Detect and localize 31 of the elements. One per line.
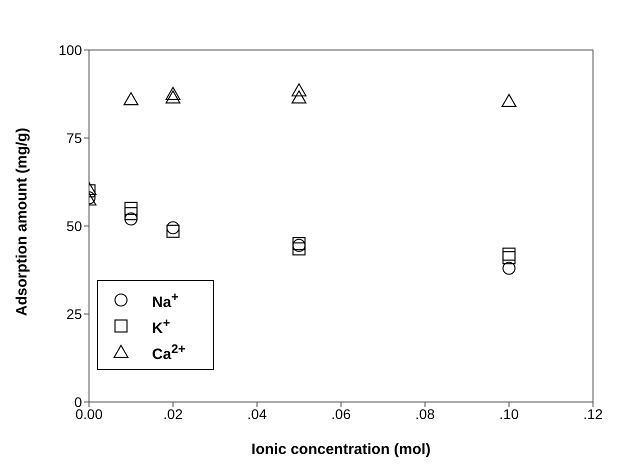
y-tick-label: 100 [58, 42, 82, 58]
y-tick-label: 0 [74, 394, 82, 410]
point [502, 251, 516, 264]
point [166, 224, 180, 238]
x-tick-label: .08 [415, 406, 435, 422]
x-tick-label: .06 [331, 406, 351, 422]
y-axis-title: Adsorption amount (mg/g) [13, 128, 30, 316]
point [292, 90, 306, 104]
x-tick-label: .12 [583, 406, 603, 422]
legend-label: Na$^{+}$ [152, 290, 178, 310]
y-tick-label: 25 [66, 306, 82, 322]
x-tick-label: .02 [163, 406, 183, 422]
x-axis-title: Ionic concentration (mol) [251, 441, 431, 458]
legend-label: K$^{+}$ [152, 316, 170, 336]
point [166, 90, 180, 104]
y-tick-label: 50 [66, 218, 82, 234]
point [292, 242, 306, 256]
point [502, 262, 516, 275]
point [166, 221, 180, 234]
x-tick-label: .10 [499, 406, 519, 422]
point [502, 94, 516, 107]
x-tick-label: .04 [247, 406, 267, 422]
legend-label: Ca$^{2+}$ [152, 342, 186, 362]
point [166, 86, 180, 100]
point [124, 202, 138, 215]
point [124, 212, 138, 226]
y-tick-label: 75 [66, 130, 82, 146]
point [124, 207, 138, 220]
point [502, 248, 516, 261]
point [292, 83, 306, 96]
point [124, 92, 138, 106]
